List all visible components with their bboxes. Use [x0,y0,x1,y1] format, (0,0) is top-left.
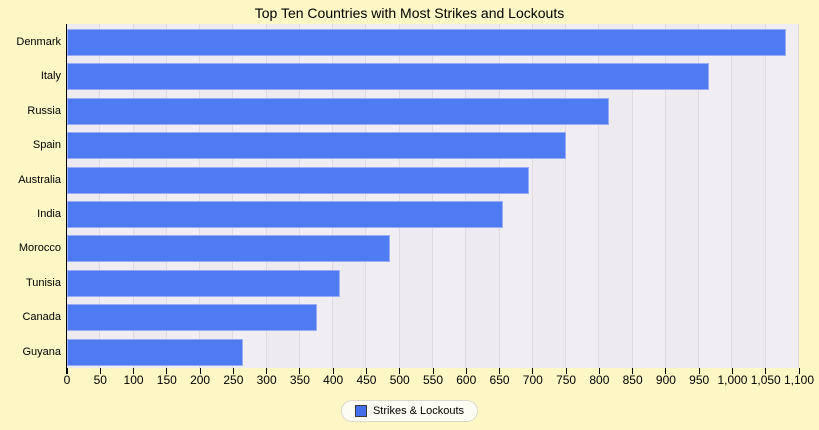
x-axis-tick-label: 0 [63,373,71,387]
x-axis-tick [731,368,733,374]
x-axis-tick-label: 800 [589,373,610,387]
x-axis-tick-label: 450 [356,373,377,387]
gridline [598,24,600,368]
gridline [165,24,167,368]
gridline [698,24,700,368]
gridline [565,24,567,368]
x-axis-tick [199,368,201,374]
bar[interactable] [67,304,317,332]
x-axis-tick-label: 350 [289,373,310,387]
gridline [365,24,367,368]
gridline [199,24,201,368]
x-axis-tick [698,368,700,374]
x-axis-tick [798,368,800,374]
x-axis-tick [632,368,634,374]
x-axis-tick [266,368,268,374]
gridline [664,24,666,368]
category-label: India [37,208,61,220]
y-axis-line [65,24,67,374]
x-axis-tick [166,368,168,374]
category-label: Denmark [16,36,61,48]
x-axis-tick-label: 850 [622,373,643,387]
category-label: Morocco [18,242,61,255]
bar[interactable] [67,338,244,366]
x-axis-tick-label: 100 [123,373,144,387]
gridline [99,24,101,368]
gridline [531,24,533,368]
gridline [132,24,134,368]
gridline [798,24,799,368]
x-axis-tick-label: 900 [655,373,676,387]
gridline [465,24,467,368]
x-axis-tick [565,368,567,374]
category-label: Italy [40,70,61,83]
x-axis-tick-label: 250 [223,373,244,387]
x-axis-tick-label: 600 [456,373,477,387]
category-label: Canada [22,311,61,324]
x-axis-tick [432,368,434,374]
category-label: Australia [18,173,61,186]
x-axis-tick-label: 50 [93,373,107,387]
chart-title: Top Ten Countries with Most Strikes and … [254,5,565,21]
x-axis-tick [99,368,101,374]
x-axis-tick [465,368,467,374]
x-axis-tick [232,368,234,374]
gridline [498,24,500,368]
plot-area [67,24,799,368]
x-axis-tick [299,368,301,374]
series-swatch-icon [354,405,367,417]
x-axis-tick [532,368,534,374]
x-axis-tick-label: 950 [689,373,710,387]
gridline [731,24,733,368]
gridline [764,24,766,368]
legend-label: Strikes & Lockouts [372,405,465,417]
gridline [298,24,300,368]
category-label: Russia [27,104,61,117]
bar[interactable] [67,29,786,56]
x-axis-tick [399,368,401,374]
bar[interactable] [67,235,390,263]
legend[interactable]: Strikes & Lockouts [340,400,479,422]
x-axis-tick [665,368,667,374]
x-axis-tick-label: 650 [489,373,510,387]
gridline [631,24,633,368]
x-axis-tick [765,368,767,374]
category-label: Tunisia [25,276,61,289]
bar[interactable] [67,97,610,125]
x-axis-tick [499,368,501,374]
x-axis-tick-label: 300 [256,373,277,387]
x-axis-tick-label: 400 [323,373,344,387]
gridline [332,24,334,368]
grid-band [732,24,766,368]
legend-area: Strikes & Lockouts [0,400,819,422]
gridline [398,24,400,368]
bar[interactable] [67,269,340,297]
x-axis-tick-label: 1,050 [750,373,781,387]
bar[interactable] [67,63,710,91]
x-axis-tick [365,368,367,374]
bar[interactable] [67,166,530,194]
x-axis-tick-label: 150 [156,373,177,387]
category-label: Spain [32,139,61,152]
x-axis-tick-label: 1,000 [717,373,748,387]
grid-band [765,24,799,368]
x-axis-tick-label: 550 [422,373,444,387]
gridline [265,24,267,368]
x-axis-tick [598,368,600,374]
x-axis-tick [66,368,68,374]
x-axis-tick [133,368,135,374]
bar[interactable] [67,201,503,228]
category-label: Guyana [22,345,61,358]
x-axis-tick-label: 500 [389,373,410,387]
bar[interactable] [67,132,567,160]
x-axis-tick-label: 700 [522,373,543,387]
x-axis-tick-label: 750 [556,373,577,387]
x-axis-tick-label: 200 [190,373,211,387]
gridline [432,24,433,368]
x-axis-tick [332,368,334,374]
gridline [232,24,234,368]
x-axis-tick-label: 1,100 [783,373,815,387]
